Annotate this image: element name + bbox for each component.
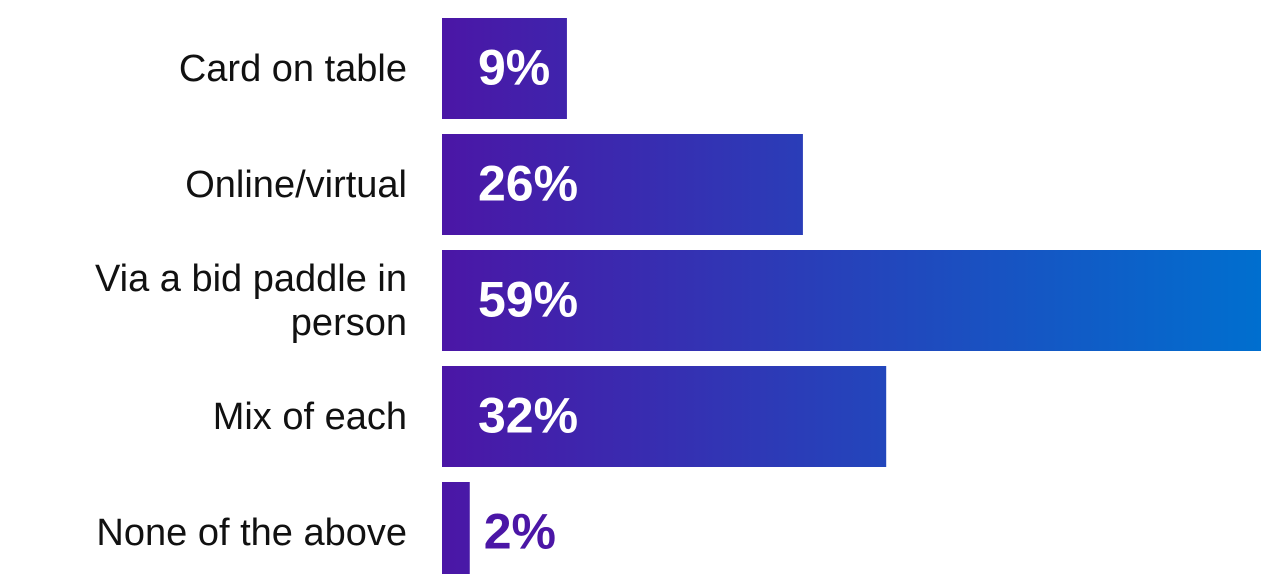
value-label: 9% (478, 40, 550, 96)
bar (442, 482, 470, 574)
value-label: 59% (478, 272, 578, 328)
category-label: Card on table (178, 47, 407, 90)
bar (442, 366, 887, 467)
category-label: Online/virtual (185, 163, 407, 206)
value-label: 32% (478, 388, 578, 444)
value-label: 2% (484, 504, 556, 560)
bar (442, 134, 803, 235)
category-label: Via a bid paddle in person (95, 257, 407, 344)
category-label: Mix of each (212, 395, 407, 438)
category-label: None of the above (96, 511, 407, 554)
bar (442, 250, 1261, 351)
value-label: 26% (478, 156, 578, 212)
bar (442, 18, 567, 119)
